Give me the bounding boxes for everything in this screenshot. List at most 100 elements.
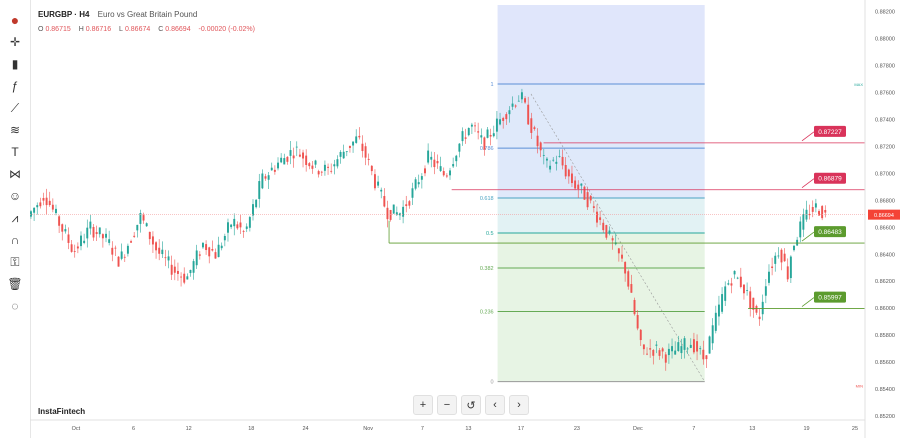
candle-body	[67, 234, 70, 243]
candle-body	[158, 247, 161, 254]
candle-body	[189, 269, 192, 274]
trash-icon[interactable]: 🗑	[7, 277, 23, 291]
forecast-icon[interactable]: ⩘	[11, 210, 19, 225]
candle-body	[758, 316, 761, 320]
candle-body	[524, 98, 527, 103]
smiley-icon[interactable]: ☺	[8, 189, 22, 203]
candle-body	[89, 221, 92, 229]
open-label: O	[38, 26, 44, 33]
candle-body	[611, 238, 614, 241]
support-tag-label: 0.85997	[818, 295, 842, 302]
pattern-icon[interactable]: ⋈	[9, 167, 21, 181]
candle-body	[617, 248, 620, 254]
logo-icon[interactable]: ●	[10, 12, 20, 28]
symbol-description: Euro vs Great Britain Pound	[97, 10, 198, 19]
candle-body	[433, 159, 436, 168]
indicators-icon[interactable]: ƒ	[11, 79, 19, 93]
candle-body	[314, 160, 317, 165]
candle-body	[577, 184, 580, 190]
candle-body	[195, 250, 198, 266]
zoom-out-button[interactable]: −	[437, 395, 457, 415]
x-tick-label: 17	[518, 426, 524, 432]
candle-body	[602, 222, 605, 231]
x-tick-label: 18	[248, 426, 254, 432]
resistance-tag-label: 0.87227	[818, 129, 842, 136]
scroll-right-button[interactable]: ›	[509, 395, 529, 415]
candle-body	[161, 249, 164, 255]
drawing-toolbar: ● ✛ ▮ ƒ ⟋ ≋ T ⋈ ☺ ⩘ ∩ ⚿ 🗑 ◌	[0, 0, 31, 438]
magnet-icon[interactable]: ∩	[10, 233, 20, 247]
candle-body	[567, 169, 570, 177]
trend-line-icon[interactable]: ⟋	[10, 100, 20, 115]
candle-body	[705, 355, 708, 360]
last-price-tag-label: 0.86694	[874, 213, 894, 219]
fib-tool-icon[interactable]: ≋	[9, 123, 21, 137]
lock-icon[interactable]: ⚿	[10, 254, 20, 269]
candle-body	[417, 182, 420, 185]
candle-body	[173, 266, 176, 273]
candle-body	[420, 176, 423, 180]
candle-body	[527, 104, 530, 125]
candle-body	[142, 215, 145, 221]
candle-body	[458, 143, 461, 152]
candle-body	[542, 155, 545, 156]
candle-body	[689, 344, 692, 348]
chart-header: EURGBP · H4 Euro vs Great Britain Pound	[38, 10, 197, 19]
candle-body	[76, 246, 79, 249]
fib-level-label: 0.236	[480, 310, 494, 316]
brand-logo: InstaFintech	[38, 407, 86, 416]
candle-body	[167, 256, 170, 261]
reset-button[interactable]: ↺	[461, 395, 481, 415]
zoom-in-button[interactable]: +	[413, 395, 433, 415]
candle-body	[236, 224, 239, 229]
bar-type-icon[interactable]: ▮	[11, 57, 19, 71]
candle-body	[517, 100, 520, 102]
fib-level-label: 0.382	[480, 266, 494, 272]
candle-body	[661, 348, 664, 352]
chart-canvas[interactable]: 1 0.786 0.618 0.5 0.382 0.236 0 MAX MIN 0.87227 0.…	[30, 0, 900, 438]
candle-body	[430, 156, 433, 160]
candle-body	[283, 158, 286, 165]
candle-body	[164, 257, 167, 259]
candle-body	[730, 283, 733, 286]
y-tick-label: 0.85800	[875, 333, 895, 339]
resistance-tag-label: 0.86879	[818, 176, 842, 183]
candle-body	[95, 232, 98, 235]
hide-icon[interactable]: ◌	[11, 299, 19, 313]
candle-body	[148, 231, 151, 240]
candle-body	[139, 212, 142, 224]
x-tick-label: Nov	[363, 426, 373, 432]
candle-body	[558, 155, 561, 157]
candle-body	[373, 174, 376, 189]
candle-body	[499, 119, 502, 125]
text-icon[interactable]: T	[11, 145, 19, 159]
candle-body	[520, 92, 523, 100]
candle-body	[264, 176, 267, 179]
candle-body	[511, 103, 514, 107]
candle-body	[155, 242, 158, 251]
candle-body	[564, 164, 567, 177]
candle-body	[292, 155, 295, 159]
crosshair-icon[interactable]: ✛	[9, 35, 21, 49]
candle-body	[42, 197, 45, 201]
candle-body	[649, 348, 652, 350]
candle-body	[686, 348, 689, 350]
candle-body	[580, 183, 583, 186]
y-tick-label: 0.85600	[875, 360, 895, 366]
x-tick-label: 13	[465, 426, 471, 432]
candle-body	[436, 161, 439, 164]
candle-body	[536, 135, 539, 147]
candle-body	[636, 315, 639, 329]
candle-body	[55, 208, 57, 214]
candle-body	[761, 301, 764, 315]
fib-band	[497, 83, 705, 149]
candle-body	[308, 163, 311, 167]
candle-body	[627, 271, 630, 287]
open-value: 0.86715	[45, 26, 71, 33]
price-chart[interactable]: 1 0.786 0.618 0.5 0.382 0.236 0 MAX MIN 0.87227 0.…	[30, 0, 900, 438]
candle-body	[789, 256, 792, 279]
fib-top-band	[497, 5, 705, 84]
scroll-left-button[interactable]: ‹	[485, 395, 505, 415]
candle-body	[267, 175, 270, 180]
candle-body	[742, 284, 745, 294]
